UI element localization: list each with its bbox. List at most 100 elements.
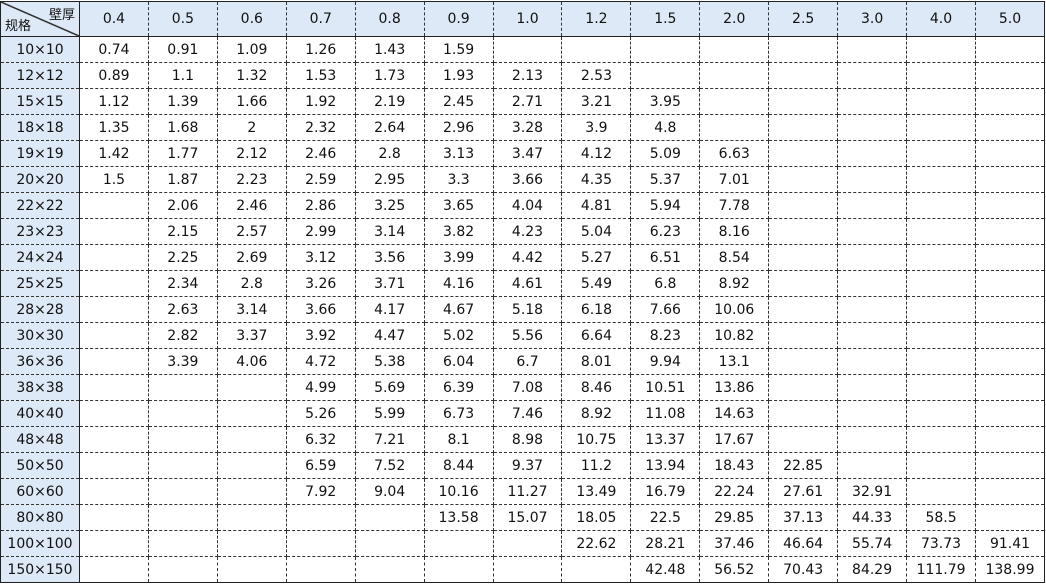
weight-cell (216, 556, 287, 583)
spec-cell: 19×19 (0, 140, 80, 167)
weight-cell (216, 400, 287, 427)
weight-cell (423, 556, 494, 583)
weight-cell (974, 296, 1046, 323)
weight-cell: 1.32 (216, 62, 287, 89)
weight-cell: 10.16 (423, 478, 494, 505)
weight-cell: 2.63 (147, 296, 218, 323)
header-row: 壁厚 规格 0.4 0.5 0.6 0.7 0.8 0.9 1.0 1.2 1.5 2.0 2.5 3… (0, 1, 1046, 37)
weight-cell: 1.68 (147, 114, 218, 141)
weight-cell: 5.49 (561, 270, 632, 297)
weight-cell (561, 36, 632, 63)
weight-cell (768, 270, 839, 297)
weight-cell: 4.12 (561, 140, 632, 167)
table-row: 20×20 1.5 1.87 2.23 2.59 2.95 3.3 3.66 4.35 5.37 7… (0, 166, 1046, 193)
weight-cell: 6.59 (285, 452, 356, 479)
weight-cell: 1.73 (354, 62, 425, 89)
weight-cell: 10.06 (699, 296, 770, 323)
weight-cell: 4.81 (561, 192, 632, 219)
weight-cell (768, 36, 839, 63)
weight-cell: 6.39 (423, 374, 494, 401)
weight-cell: 1.42 (79, 140, 149, 167)
weight-cell (147, 400, 218, 427)
weight-cell (768, 322, 839, 349)
weight-cell (974, 192, 1046, 219)
weight-cell: 5.02 (423, 322, 494, 349)
weight-cell (768, 426, 839, 453)
weight-cell: 1.1 (147, 62, 218, 89)
table-row: 15×15 1.12 1.39 1.66 1.92 2.19 2.45 2.71 3.21 3.9… (0, 88, 1046, 115)
weight-cell: 1.26 (285, 36, 356, 63)
weight-cell: 4.47 (354, 322, 425, 349)
weight-cell: 2.23 (216, 166, 287, 193)
table-row: 25×25 2.34 2.8 3.26 3.71 4.16 4.61 5.49 6.8 8.92 (0, 270, 1046, 297)
weight-cell (561, 556, 632, 583)
diagonal-divider (1, 2, 79, 36)
weight-cell: 8.46 (561, 374, 632, 401)
spec-cell: 25×25 (0, 270, 80, 297)
weight-cell: 5.27 (561, 244, 632, 271)
weight-cell: 4.23 (492, 218, 563, 245)
spec-cell: 38×38 (0, 374, 80, 401)
spec-cell: 30×30 (0, 322, 80, 349)
weight-cell: 6.32 (285, 426, 356, 453)
weight-cell (906, 374, 976, 401)
weight-cell (974, 114, 1046, 141)
weight-cell: 27.61 (768, 478, 839, 505)
weight-cell (837, 218, 908, 245)
weight-cell: 73.73 (906, 530, 976, 557)
weight-cell (768, 348, 839, 375)
spec-cell: 10×10 (0, 36, 80, 63)
weight-cell: 5.56 (492, 322, 563, 349)
weight-cell: 70.43 (768, 556, 839, 583)
spec-cell: 100×100 (0, 530, 80, 557)
weight-cell (974, 426, 1046, 453)
weight-cell: 5.18 (492, 296, 563, 323)
weight-cell: 3.92 (285, 322, 356, 349)
weight-cell: 1.35 (79, 114, 149, 141)
weight-cell: 4.67 (423, 296, 494, 323)
weight-cell: 10.75 (561, 426, 632, 453)
weight-cell: 5.99 (354, 400, 425, 427)
weight-cell (768, 374, 839, 401)
weight-cell: 55.74 (837, 530, 908, 557)
table-row: 12×12 0.89 1.1 1.32 1.53 1.73 1.93 2.13 2.53 (0, 62, 1046, 89)
weight-cell: 2.71 (492, 88, 563, 115)
weight-cell (147, 426, 218, 453)
weight-cell (974, 244, 1046, 271)
weight-cell: 22.85 (768, 452, 839, 479)
weight-cell (79, 504, 149, 531)
weight-cell: 8.44 (423, 452, 494, 479)
weight-cell (837, 62, 908, 89)
weight-cell: 0.91 (147, 36, 218, 63)
weight-cell: 9.04 (354, 478, 425, 505)
weight-cell (79, 452, 149, 479)
weight-cell: 138.99 (974, 556, 1046, 583)
weight-cell (79, 296, 149, 323)
weight-cell: 5.26 (285, 400, 356, 427)
column-header: 0.6 (216, 1, 287, 37)
weight-cell: 9.37 (492, 452, 563, 479)
weight-cell: 13.86 (699, 374, 770, 401)
weight-cell: 7.66 (630, 296, 701, 323)
weight-cell: 1.5 (79, 166, 149, 193)
weight-cell (906, 114, 976, 141)
column-header: 0.9 (423, 1, 494, 37)
table-row: 22×22 2.06 2.46 2.86 3.25 3.65 4.04 4.81 5.94 7.7… (0, 192, 1046, 219)
weight-cell (768, 400, 839, 427)
weight-cell: 3.47 (492, 140, 563, 167)
weight-cell (79, 348, 149, 375)
weight-cell: 58.5 (906, 504, 976, 531)
weight-cell: 2.96 (423, 114, 494, 141)
table-row: 40×40 5.26 5.99 6.73 7.46 8.92 11.08 14.63 (0, 400, 1046, 427)
spec-cell: 28×28 (0, 296, 80, 323)
weight-cell: 0.89 (79, 62, 149, 89)
weight-cell (837, 400, 908, 427)
weight-cell (837, 426, 908, 453)
weight-cell: 14.63 (699, 400, 770, 427)
weight-cell: 22.24 (699, 478, 770, 505)
weight-cell: 3.56 (354, 244, 425, 271)
weight-cell: 18.05 (561, 504, 632, 531)
weight-cell: 2.64 (354, 114, 425, 141)
weight-cell: 2.46 (216, 192, 287, 219)
